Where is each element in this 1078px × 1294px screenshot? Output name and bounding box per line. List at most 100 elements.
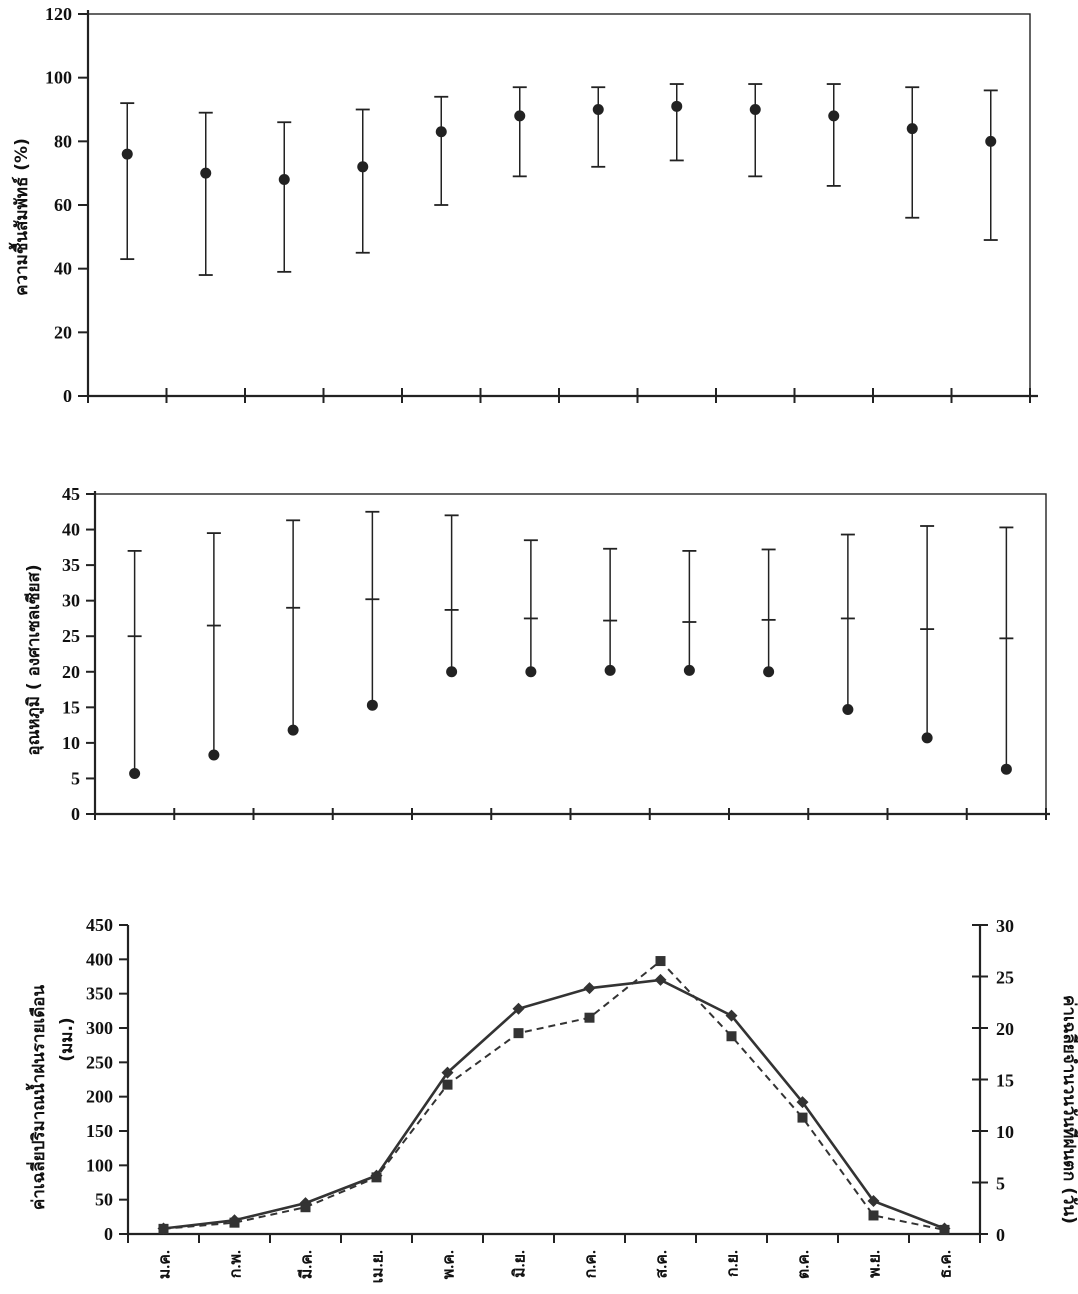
temperature-min-point xyxy=(683,664,695,676)
temperature-point-group xyxy=(999,526,1014,775)
humidity-y-tick-label: 20 xyxy=(54,322,72,342)
rainfall-x-tick-label: พ.ค. xyxy=(441,1250,458,1279)
temperature-y-tick-label: 15 xyxy=(62,697,80,717)
temperature-min-point xyxy=(763,666,775,678)
rainy-days-marker xyxy=(797,1112,808,1123)
rainfall-amount-line xyxy=(163,978,945,1230)
rainfall-x-tick-label: ก.ค. xyxy=(583,1250,600,1278)
temperature-point-group xyxy=(682,549,697,676)
rainfall-amount-marker xyxy=(441,1066,454,1079)
rainy-days-marker xyxy=(158,1223,169,1234)
rainfall-right-tick-label: 0 xyxy=(996,1225,1005,1245)
rainy-days-marker xyxy=(371,1172,382,1183)
rainy-days-line xyxy=(163,959,945,1231)
temperature-min-point xyxy=(604,664,616,676)
humidity-mean-point xyxy=(435,126,447,138)
rainy-days-marker xyxy=(300,1202,311,1213)
rainfall-left-axis-title-line2: (มม.) xyxy=(57,1017,77,1061)
humidity-mean-point xyxy=(278,174,290,186)
humidity-mean-point xyxy=(592,104,604,115)
humidity-chart: 0 20 40 60 80 100 120 ความชื้นสัมพัทธ์ (%) xyxy=(8,4,1038,406)
humidity-point-group xyxy=(120,102,135,261)
temperature-point-group xyxy=(523,539,538,678)
temperature-chart: 0 5 10 15 20 25 30 35 40 45 อุณหภูมิ ( องศาเซลเซีย… xyxy=(23,484,1050,824)
temperature-point-group xyxy=(286,519,301,736)
rainy-days-marker xyxy=(584,1012,595,1023)
temperature-min-point xyxy=(1000,763,1012,775)
rainfall-left-tick-label: 100 xyxy=(86,1155,113,1175)
rainfall-amount-marker xyxy=(725,1009,738,1022)
humidity-point-group xyxy=(826,83,841,187)
rainy-days-marker xyxy=(868,1210,879,1221)
temperature-min-point xyxy=(525,666,537,678)
temperature-y-tick-label: 5 xyxy=(71,768,80,788)
temperature-min-point xyxy=(366,699,378,711)
rainy-days-marker xyxy=(229,1217,240,1228)
humidity-point-group xyxy=(198,111,213,276)
rainfall-x-tick-label: พ.ย. xyxy=(867,1250,884,1278)
rainfall-x-tick-label: ส.ค. xyxy=(654,1250,671,1278)
rainy-days-marker xyxy=(939,1224,950,1235)
temperature-min-point xyxy=(287,724,299,736)
rainfall-left-tick-label: 250 xyxy=(86,1052,113,1072)
temperature-y-tick-label: 20 xyxy=(62,662,80,682)
humidity-point-group xyxy=(434,95,449,206)
rainfall-left-axis-title-line1: ค่าเฉลี่ยปริมาณน้ำฝนรายเดือน xyxy=(25,985,49,1211)
rainfall-left-tick-label: 450 xyxy=(86,915,113,935)
humidity-point-group xyxy=(669,83,684,162)
temperature-point-group xyxy=(603,547,618,676)
temperature-min-point xyxy=(208,749,220,761)
rainfall-x-tick-label: ธ.ค. xyxy=(938,1250,955,1278)
temperature-min-point xyxy=(842,703,854,715)
humidity-mean-point xyxy=(828,110,840,122)
rainy-days-marker xyxy=(442,1079,453,1090)
rainfall-x-tick-label: ก.พ. xyxy=(228,1250,245,1278)
rainfall-amount-marker xyxy=(867,1195,880,1208)
humidity-mean-point xyxy=(357,161,369,173)
rainfall-left-tick-label: 300 xyxy=(86,1018,113,1038)
temperature-y-tick-label: 30 xyxy=(62,591,80,611)
humidity-mean-point xyxy=(671,100,683,112)
humidity-point-group xyxy=(591,86,606,168)
rainfall-amount-marker xyxy=(512,1002,525,1015)
temperature-point-group xyxy=(920,525,935,744)
rainfall-amount-marker xyxy=(796,1096,809,1109)
humidity-y-tick-label: 40 xyxy=(54,259,72,279)
humidity-point-group xyxy=(983,89,998,241)
rainfall-right-tick-label: 20 xyxy=(996,1019,1014,1039)
rainy-days-marker xyxy=(513,1028,524,1039)
temperature-point-group xyxy=(444,514,459,678)
humidity-y-tick-label: 120 xyxy=(45,4,72,24)
humidity-point-group xyxy=(512,86,527,178)
temperature-y-tick-label: 40 xyxy=(62,520,80,540)
rainfall-left-tick-label: 400 xyxy=(86,949,113,969)
temperature-point-group xyxy=(127,549,142,779)
rainy-days-marker xyxy=(655,956,666,967)
humidity-y-tick-label: 100 xyxy=(45,68,72,88)
humidity-mean-point xyxy=(906,123,918,135)
temperature-y-tick-label: 35 xyxy=(62,555,80,575)
temperature-y-tick-label: 0 xyxy=(71,804,80,824)
rainfall-left-tick-label: 200 xyxy=(86,1087,113,1107)
rainfall-x-tick-label: มิ.ย. xyxy=(511,1250,529,1278)
humidity-mean-point xyxy=(749,104,761,115)
temperature-y-tick-label: 45 xyxy=(62,484,80,504)
rainfall-x-tick-label: มี.ค. xyxy=(297,1250,316,1279)
rainfall-left-tick-label: 50 xyxy=(95,1190,113,1210)
rainfall-right-tick-label: 15 xyxy=(996,1071,1014,1091)
temperature-point-group xyxy=(761,548,776,678)
rainfall-x-tick-label: ม.ค. xyxy=(157,1250,174,1279)
rainfall-left-tick-label: 350 xyxy=(86,984,113,1004)
humidity-y-tick-label: 60 xyxy=(54,195,72,215)
humidity-point-group xyxy=(905,86,920,219)
rainfall-right-tick-label: 5 xyxy=(996,1174,1005,1194)
temperature-min-point xyxy=(921,732,933,744)
rainfall-chart: 0 50 100 150 200 250 300 350 400 450 0 5 10 15 20 25 30 ม… xyxy=(25,915,1078,1283)
rainfall-amount-marker xyxy=(654,973,667,986)
humidity-plot-frame xyxy=(87,13,1031,397)
rainfall-x-tick-label: เม.ย. xyxy=(370,1250,387,1283)
rainfall-right-tick-label: 25 xyxy=(996,968,1014,988)
humidity-y-tick-label: 0 xyxy=(63,386,72,406)
